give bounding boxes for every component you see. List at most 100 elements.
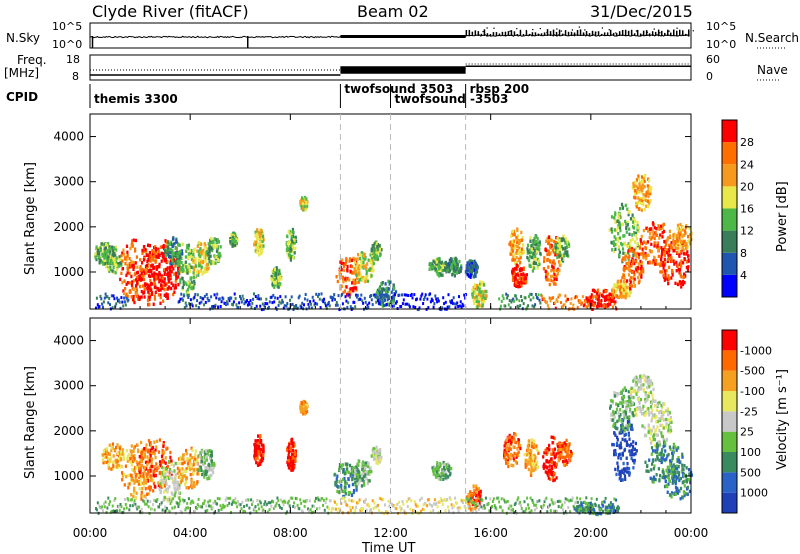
data-cell — [392, 300, 395, 304]
data-cell — [343, 289, 346, 293]
data-cell — [152, 258, 155, 262]
data-cell — [107, 255, 110, 259]
data-cell — [520, 284, 523, 288]
data-cell — [153, 440, 156, 444]
data-cell — [126, 267, 129, 271]
data-cell — [549, 238, 552, 242]
data-cell — [139, 468, 142, 472]
data-cell — [151, 249, 154, 253]
ground-cell — [101, 302, 104, 306]
data-cell — [547, 278, 550, 282]
data-cell — [367, 479, 370, 483]
data-cell — [645, 253, 648, 258]
data-cell — [628, 249, 632, 253]
ground-cell — [252, 297, 255, 301]
data-cell — [373, 246, 376, 251]
data-cell — [193, 279, 196, 284]
data-cell — [181, 285, 184, 290]
data-cell — [185, 448, 188, 453]
data-cell — [130, 463, 133, 467]
data-cell — [439, 477, 442, 481]
data-cell — [171, 249, 174, 253]
data-cell — [231, 242, 234, 247]
data-cell — [156, 265, 159, 269]
data-cell — [191, 286, 194, 290]
data-cell — [644, 198, 647, 202]
data-cell — [618, 212, 621, 217]
nsky-bar — [673, 29, 675, 36]
data-cell — [474, 274, 477, 278]
data-cell — [153, 294, 156, 298]
data-cell — [471, 271, 474, 275]
data-cell — [556, 237, 559, 241]
data-cell — [255, 232, 258, 237]
data-cell — [382, 287, 385, 291]
data-cell — [642, 270, 645, 274]
data-cell — [613, 235, 616, 239]
data-cell — [209, 456, 212, 460]
data-cell — [586, 297, 589, 301]
data-cell — [131, 286, 134, 291]
data-cell — [141, 284, 145, 288]
ground-cell — [581, 301, 584, 305]
data-cell — [303, 195, 307, 200]
data-cell — [184, 270, 187, 274]
data-cell — [467, 265, 470, 270]
data-cell — [154, 251, 157, 255]
data-cell — [535, 250, 539, 254]
data-cell — [518, 246, 521, 251]
data-cell — [149, 288, 152, 292]
data-cell — [676, 250, 679, 255]
data-cell — [351, 286, 354, 291]
ground-cell — [577, 299, 580, 302]
data-cell — [685, 252, 688, 256]
data-cell — [679, 262, 682, 266]
data-cell — [159, 482, 162, 486]
data-cell — [290, 235, 293, 239]
nsky-tick-bottom: 10^0 — [52, 38, 82, 51]
data-cell — [179, 268, 182, 272]
nsky-bar — [664, 32, 666, 36]
data-cell — [154, 255, 158, 259]
data-cell — [631, 276, 634, 280]
data-cell — [622, 234, 625, 238]
data-cell — [625, 279, 629, 283]
data-cell — [218, 256, 221, 260]
ground-cell — [404, 302, 407, 306]
data-cell — [665, 277, 668, 281]
data-cell — [107, 459, 110, 463]
data-cell — [642, 203, 645, 207]
nsearch-point — [676, 27, 678, 29]
ground-cell — [260, 308, 263, 312]
data-cell — [116, 459, 119, 463]
ground-cell — [604, 299, 606, 303]
data-cell — [683, 243, 686, 248]
data-cell — [352, 278, 355, 282]
data-cell — [635, 178, 638, 182]
colorbar-tick-label: 12 — [740, 225, 754, 238]
ground-cell — [572, 303, 575, 307]
data-cell — [507, 436, 510, 440]
data-cell — [630, 284, 633, 288]
data-cell — [637, 275, 640, 280]
data-cell — [479, 285, 482, 289]
ground-cell — [581, 295, 584, 299]
data-cell — [132, 279, 135, 283]
data-cell — [130, 274, 133, 279]
nsky-bar — [531, 32, 534, 36]
data-cell — [190, 280, 193, 284]
data-cell — [175, 239, 178, 243]
data-cell — [123, 291, 126, 296]
data-cell — [613, 283, 616, 287]
ground-cell — [184, 301, 187, 305]
data-cell — [447, 462, 450, 466]
data-cell — [513, 271, 516, 275]
data-cell — [194, 453, 197, 457]
nsky-bar — [567, 31, 570, 36]
data-cell — [257, 444, 261, 448]
ground-cell — [522, 302, 525, 306]
data-cell — [199, 254, 202, 258]
data-cell — [134, 292, 137, 297]
data-cell — [112, 265, 115, 269]
colorbar-swatch — [722, 164, 737, 187]
